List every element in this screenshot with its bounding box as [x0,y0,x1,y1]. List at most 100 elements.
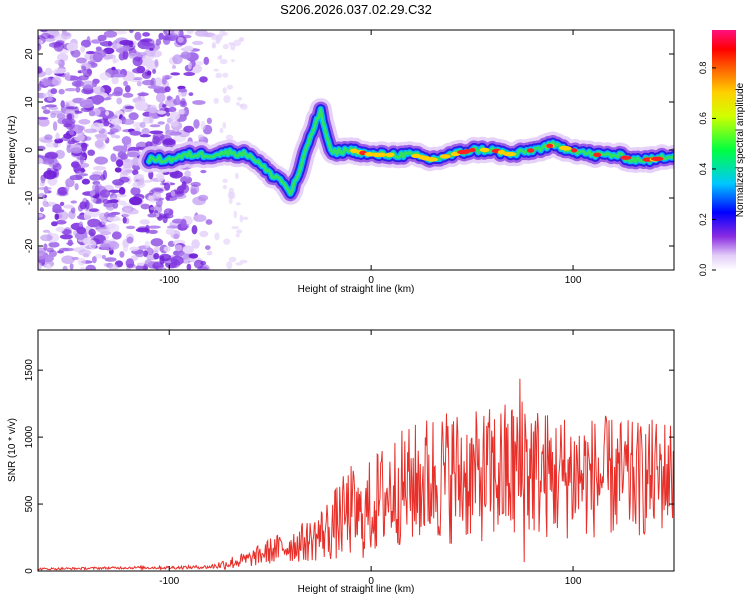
spectrogram-noise-blob [226,261,233,270]
spectrogram-noise-blob [54,138,64,144]
spectrogram-noise-blob [40,157,55,165]
spectrogram-noise-blob [211,43,216,49]
spectrogram-noise-blob [124,85,131,93]
snr-ytick-label: 0 [24,568,35,574]
spectrogram-noise-blob [39,30,48,33]
spectrogram-noise-blob [52,209,65,213]
spectrogram-ridge [138,98,674,205]
spectrogram-noise-blob [125,225,136,230]
spectrogram-noise-blob [41,105,47,110]
spectrogram-noise-blob [62,247,75,252]
spectrogram-noise-blob [221,31,229,36]
spectrogram-noise-blob [93,86,105,95]
spectrogram-noise-blob [38,261,43,270]
spectrogram-noise-blob [57,211,69,221]
spectrogram-noise-blob [178,88,188,93]
spectrogram-noise-blob [233,210,237,219]
spectrogram-noise-blob [61,118,76,126]
spectrogram-ridge-band [147,107,674,196]
spectrogram-noise-blob [149,124,161,128]
spectrogram-noise-blob [219,58,228,65]
spectrogram-noise-blob [110,153,117,163]
spectrogram-noise-blob [44,134,53,141]
spectrogram-noise-blob [148,107,158,114]
spectrogram-noise-blob [206,117,212,125]
spectrogram-noise-blob [63,204,74,209]
spectrogram-peak-blob [385,152,395,157]
spectrogram-noise-blob [203,56,210,65]
spectrogram-noise-blob [122,118,135,125]
spectrogram-peak-blob [497,150,506,155]
spectrogram-noise-blob [116,97,123,105]
spectrogram-noise-blob [42,77,53,86]
spectrogram-noise-blob [215,36,220,45]
spectrogram-noise-blob [101,254,106,260]
spectrogram-noise-blob [147,213,157,218]
spectrogram-noise-blob [92,78,100,85]
snr-ytick-label: 1500 [24,359,35,382]
spectrogram-noise-blob [79,201,87,210]
spectrogram-noise-blob [80,69,87,74]
spectrogram-noise-blob [103,30,117,38]
spectrogram-noise-blob [57,250,64,254]
spectrogram-noise-blob [217,55,222,60]
spectrogram-noise-blob [157,121,165,125]
spectrogram-noise-blob [67,140,76,145]
spectrogram-peak-blob [593,152,602,157]
spectrogram-noise-blob [228,256,237,263]
spectrogram-noise-blob [81,178,90,185]
spectrogram-noise-blob [152,191,162,200]
spectrogram-noise-blob [88,240,97,250]
spectrogram-noise-blob [163,208,174,216]
spectrogram-noise-blob [141,71,152,79]
spectrogram-noise-blob [139,38,153,43]
spectrogram-noise-blob [171,65,177,69]
spectrogram-noise-blob [164,86,171,93]
spectrogram-noise-blob [55,132,60,140]
spectrogram-noise-blob [182,245,194,254]
spectrogram-noise-blob [191,225,198,235]
spectrogram-noise-blob [42,229,51,233]
spectrogram-peak-blob [650,156,664,161]
spectrogram-noise-blob [170,255,184,266]
spectrogram-peak-blob [620,155,632,160]
spectrogram-noise-blob [231,59,235,63]
snr-frame [37,329,675,572]
spectrogram-noise-blob [130,186,141,196]
spectrogram-noise-blob [183,125,195,133]
spectrogram-noise-blob [192,196,206,206]
spectrogram-noise-blob [124,105,135,110]
spectrogram-noise-blob [121,136,132,146]
spectrogram-noise-blob [168,106,177,113]
spectrogram-noise-blob [184,170,192,178]
spectrogram-noise-blob [38,250,47,260]
spectrogram-noise-blob [43,170,57,180]
spectrogram-noise-blob [65,178,75,188]
spectrogram-noise-blob [136,80,142,87]
spectrogram-noise-blob [223,238,231,245]
spectrogram-noise-blob [38,157,44,165]
spectrogram-noise-blob [92,256,97,264]
spectrogram-noise-blob [128,40,134,48]
spectrogram-noise-blob [159,253,172,262]
spectrogram-noise-blob [180,51,191,60]
spectrogram-noise-blob [64,88,78,92]
spectrogram-noise-blob [118,176,130,183]
spectrogram-noise-blob [66,106,77,110]
spectrogram-noise-blob [123,47,129,52]
spectrogram-noise-blob [54,213,60,220]
spectrogram-noise-blob [166,225,179,229]
spectrogram-noise-blob [148,112,159,117]
spectrogram-noise-blob [58,88,65,95]
spectrogram-noise-blob [176,191,185,196]
colorbar-axis: 0.0 0.2 0.4 0.6 0.8 [698,62,716,276]
spectrogram-noise-blob [70,49,75,55]
spectrogram-noise-blob [163,246,171,253]
spectrogram-noise-blob [76,226,87,235]
spectrogram-noise-blob [150,238,164,247]
spectrogram-noise-blob [112,145,127,152]
spectrogram-noise-blob [74,106,79,115]
